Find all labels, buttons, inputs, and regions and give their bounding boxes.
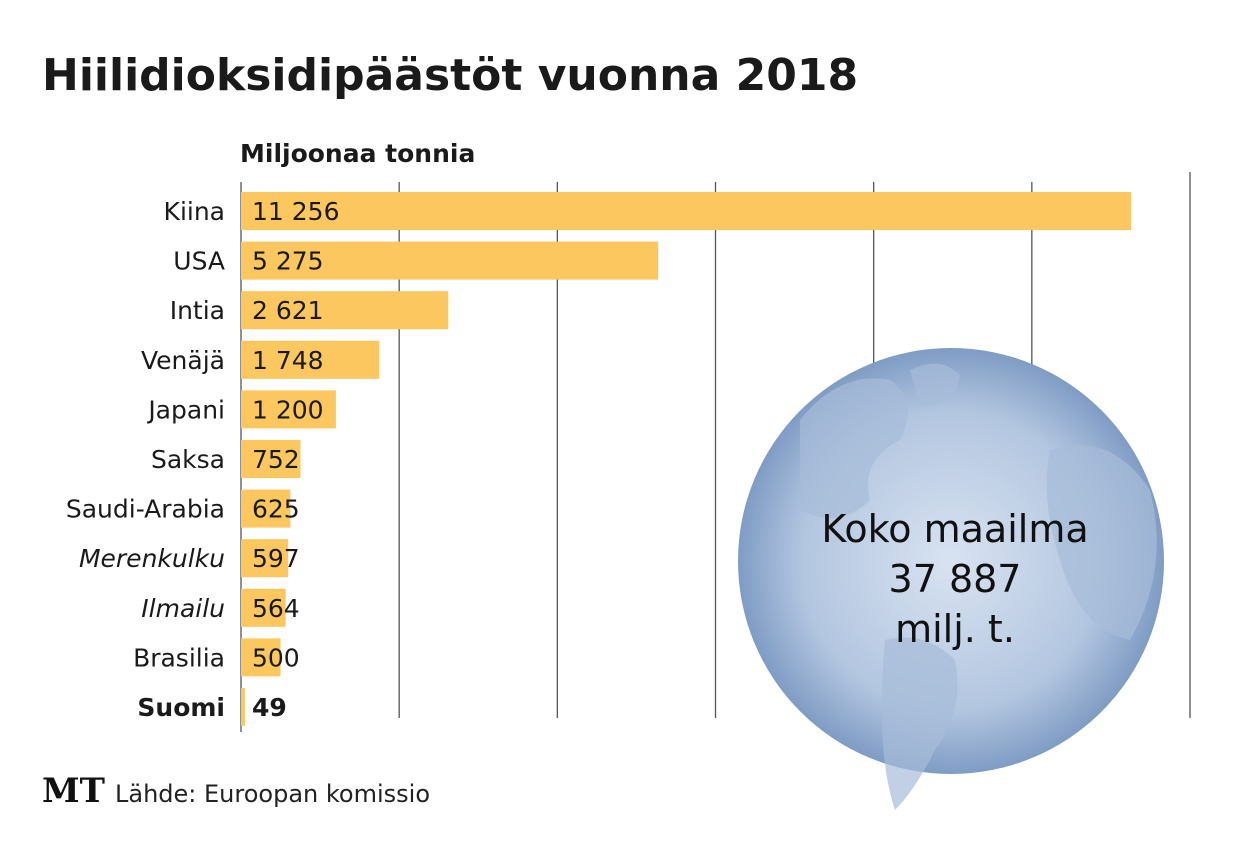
globe-continents <box>800 363 1157 810</box>
globe-label-line1: Koko maailma <box>821 507 1088 551</box>
bar-merenkulku <box>241 539 289 578</box>
category-label: Japani <box>146 395 225 424</box>
globe-unit: milj. t. <box>895 607 1015 651</box>
bars: Kiina 11 256 USA 5 275 Intia 2 621 Venäjä 1 748… <box>66 192 1132 726</box>
bar-row: Suomi 49 <box>137 688 287 726</box>
value-label: 564 <box>252 594 300 623</box>
bar-row: Ilmailu 564 <box>141 588 300 627</box>
bar-ilmailu <box>241 588 286 627</box>
unit-label: Miljoonaa tonnia <box>240 139 475 168</box>
world-total-globe: Koko maailma 37 887 milj. t. <box>738 348 1164 810</box>
globe-total-value: 37 887 <box>889 557 1022 601</box>
bar-intia <box>241 291 449 330</box>
bar-usa <box>241 241 659 280</box>
value-label: 1 748 <box>252 346 324 375</box>
bar-japani <box>241 390 336 429</box>
value-label: 11 256 <box>252 197 339 226</box>
bar-row: Merenkulku 597 <box>79 539 300 578</box>
bar-row: Saudi-Arabia 625 <box>66 489 300 528</box>
bar-kiina <box>241 192 1132 230</box>
value-label: 49 <box>252 693 287 722</box>
bar-row: Brasilia 500 <box>133 638 300 677</box>
category-label: USA <box>173 247 225 276</box>
source-note: Lähde: Euroopan komissio <box>115 780 430 808</box>
mt-logo: MT <box>42 771 105 811</box>
category-label: Suomi <box>137 693 225 722</box>
bar-brasilia <box>241 638 281 677</box>
bar-row: Venäjä 1 748 <box>141 340 380 379</box>
category-label: Venäjä <box>141 346 225 375</box>
value-label: 597 <box>252 544 300 573</box>
bar-row: Saksa 752 <box>151 440 301 478</box>
chart-title: Hiilidioksidipäästöt vuonna 2018 <box>42 50 858 101</box>
value-label: 5 275 <box>252 247 324 276</box>
bar-venäjä <box>241 340 380 379</box>
bar-row: USA 5 275 <box>173 241 659 280</box>
bar-saksa <box>241 440 301 478</box>
bar-row: Intia 2 621 <box>170 291 449 330</box>
value-label: 625 <box>252 495 300 524</box>
category-label: Intia <box>170 296 225 325</box>
category-label: Saksa <box>151 445 225 474</box>
bar-row: Japani 1 200 <box>146 390 336 429</box>
bar-suomi <box>241 688 245 726</box>
category-label: Kiina <box>164 197 225 226</box>
category-label: Saudi-Arabia <box>66 495 225 524</box>
category-label: Ilmailu <box>141 594 225 623</box>
bar-row: Kiina 11 256 <box>164 192 1132 230</box>
value-label: 2 621 <box>252 296 324 325</box>
category-label: Brasilia <box>133 643 225 672</box>
value-label: 752 <box>252 445 300 474</box>
category-label: Merenkulku <box>79 544 225 573</box>
value-label: 500 <box>252 643 300 672</box>
value-label: 1 200 <box>252 395 324 424</box>
bar-saudi-arabia <box>241 489 291 528</box>
